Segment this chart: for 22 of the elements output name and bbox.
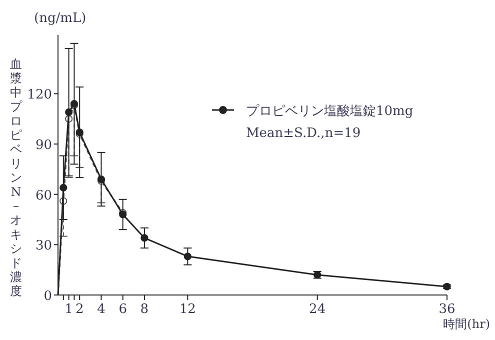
x-tick-label: 36 (438, 302, 456, 317)
point (60, 184, 68, 192)
text: (ng/mL) (34, 11, 86, 26)
y-tick-label: 120 (27, 88, 52, 103)
x-tick-label: 1 (64, 302, 73, 317)
y-tick-label: 90 (35, 138, 52, 154)
x-tick-label: 2 (75, 302, 84, 317)
y-tick-label: 60 (35, 188, 52, 204)
x-tick-label: 4 (97, 302, 106, 317)
x-axis-title: 時間(hr) (443, 317, 490, 331)
annotation: Mean±S.D.,n=19 (246, 126, 361, 141)
x-tick-label: 8 (140, 302, 149, 317)
point (65, 108, 73, 116)
x-tick-label: 24 (309, 302, 326, 317)
point (184, 252, 192, 260)
y-tick-label: 0 (44, 289, 52, 304)
x-tick-label: 6 (118, 302, 127, 317)
legend-label: プロピベリン塩酸塩錠10mg (246, 104, 414, 119)
y-tick-label: 30 (35, 238, 52, 254)
x-tick-label: 12 (179, 302, 196, 317)
point (140, 234, 148, 242)
text: 血漿中プロピベリンN－オキシド濃度 (10, 57, 22, 298)
